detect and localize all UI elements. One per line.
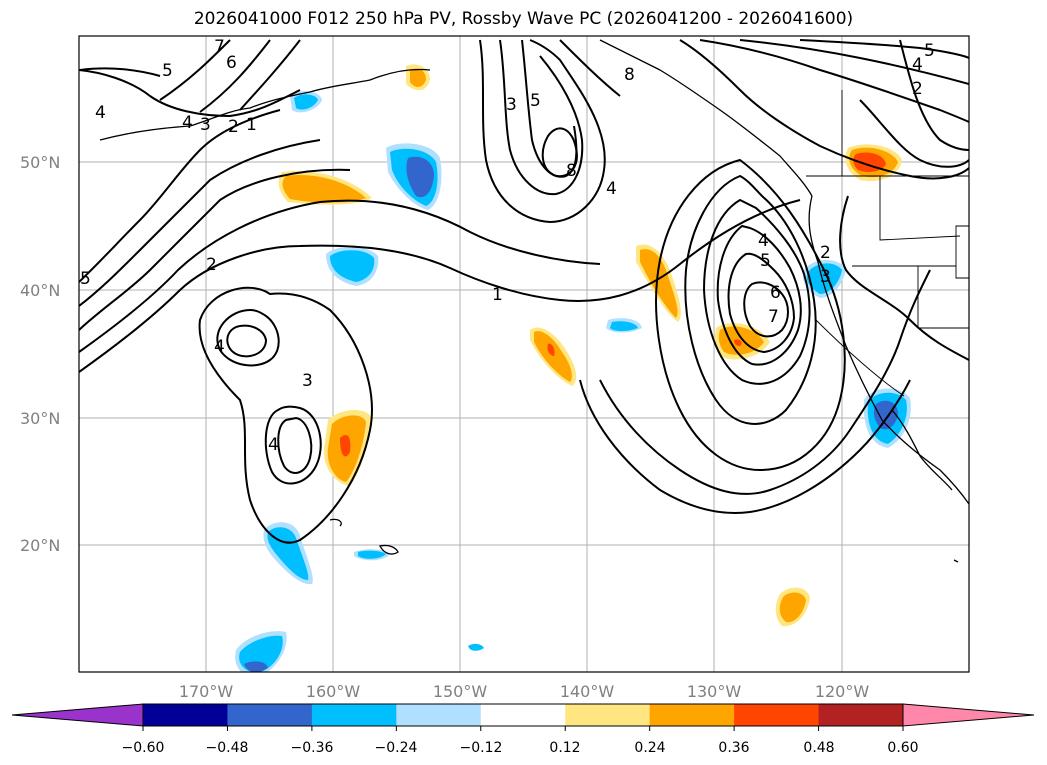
colorbar-label: −0.48 — [206, 740, 249, 756]
positive-anomaly-3 — [406, 64, 430, 91]
negative-anomaly-5 — [235, 631, 287, 672]
colorbar-under-extension — [11, 703, 144, 727]
contour-label: 4 — [214, 337, 225, 357]
contour-label: 7 — [768, 307, 779, 327]
colorbar — [11, 703, 1035, 731]
lat-label: 50°N — [20, 153, 60, 172]
lon-label: 160°W — [306, 682, 361, 701]
colorbar-label: 0.36 — [718, 740, 749, 756]
colorbar-label: −0.36 — [291, 740, 334, 756]
latitude-labels: 50°N 40°N 30°N 20°N — [20, 153, 60, 555]
contour-label: 5 — [924, 41, 935, 61]
negative-anomaly-2 — [326, 246, 379, 286]
contour-label: 4 — [182, 113, 193, 133]
contour-label: 8 — [624, 65, 635, 85]
contour-label: 4 — [912, 55, 923, 75]
contour-label: 5 — [80, 269, 91, 289]
colorbar-label: 0.12 — [549, 740, 580, 756]
colorbar-bin — [143, 704, 228, 726]
contour-label: 5 — [760, 251, 771, 271]
contour-label: 3 — [302, 371, 313, 391]
negative-anomaly-8 — [802, 259, 846, 298]
negative-anomaly-10 — [468, 643, 484, 651]
negative-anomaly-7 — [606, 318, 642, 333]
colorbar-bin — [480, 704, 566, 726]
contour-label: 6 — [770, 283, 781, 303]
contour-label: 2 — [228, 117, 239, 137]
positive-anomaly-4 — [530, 327, 577, 386]
colorbar-bin — [565, 704, 651, 726]
plot-title: 2026041000 F012 250 hPa PV, Rossby Wave … — [193, 9, 854, 29]
contour-label: 4 — [268, 435, 279, 455]
contour-label: 4 — [758, 231, 769, 251]
colorbar-bin — [649, 704, 735, 726]
contour-label: 3 — [200, 115, 211, 135]
colorbar-label: −0.24 — [375, 740, 418, 756]
gridlines — [79, 36, 969, 672]
colorbar-bin — [227, 704, 313, 726]
contour-label: 2 — [820, 243, 831, 263]
colorbar-over-extension — [902, 703, 1035, 727]
contour-label: 1 — [492, 285, 503, 305]
colorbar-labels: −0.60 −0.48 −0.36 −0.24 −0.12 0.12 0.24 … — [122, 740, 919, 756]
contour-label: 3 — [820, 267, 831, 287]
colorbar-label: 0.60 — [887, 740, 918, 756]
lon-label: 150°W — [433, 682, 488, 701]
contour-label: 3 — [506, 95, 517, 115]
contour-label: 4 — [95, 103, 106, 123]
contour-label: 1 — [246, 115, 257, 135]
contour-label: 2 — [206, 255, 217, 275]
contour-label: 5 — [162, 61, 173, 81]
contour-label: 5 — [530, 91, 541, 111]
lon-label: 120°W — [815, 682, 870, 701]
contour-label: 8 — [566, 161, 577, 181]
colorbar-outline — [142, 703, 904, 727]
contour-labels: 7 6 5 4 4 3 2 1 2 4 3 4 5 1 3 5 8 8 4 4 … — [80, 37, 935, 455]
negative-anomaly-3 — [290, 91, 322, 113]
lat-label: 20°N — [20, 536, 60, 555]
colorbar-bin — [818, 704, 904, 726]
positive-anomaly-1 — [278, 171, 372, 205]
negative-anomaly-6 — [354, 549, 390, 561]
lat-label: 30°N — [20, 409, 60, 428]
colorbar-label: −0.12 — [460, 740, 503, 756]
colorbar-label: 0.48 — [803, 740, 834, 756]
negative-anomaly-1 — [386, 143, 442, 210]
lon-label: 130°W — [687, 682, 742, 701]
colorbar-label: −0.60 — [122, 740, 165, 756]
lon-label: 140°W — [560, 682, 615, 701]
colorbar-bin — [311, 704, 397, 726]
positive-anomaly-2 — [323, 409, 372, 486]
colorbar-bin — [734, 704, 820, 726]
colorbar-label: 0.24 — [634, 740, 665, 756]
lon-label: 170°W — [179, 682, 234, 701]
longitude-labels: 170°W 160°W 150°W 140°W 130°W 120°W — [179, 682, 870, 701]
positive-anomaly-5 — [636, 244, 681, 322]
map-background — [79, 36, 969, 672]
contour-label: 2 — [912, 79, 923, 99]
contour-label: 6 — [226, 53, 237, 73]
contour-label: 7 — [214, 37, 225, 57]
lat-label: 40°N — [20, 281, 60, 300]
map-frame — [78, 35, 970, 673]
pv-contours — [79, 39, 969, 544]
colorbar-bin — [396, 704, 482, 726]
positive-anomaly-8 — [775, 587, 810, 627]
contour-label: 4 — [606, 179, 617, 199]
